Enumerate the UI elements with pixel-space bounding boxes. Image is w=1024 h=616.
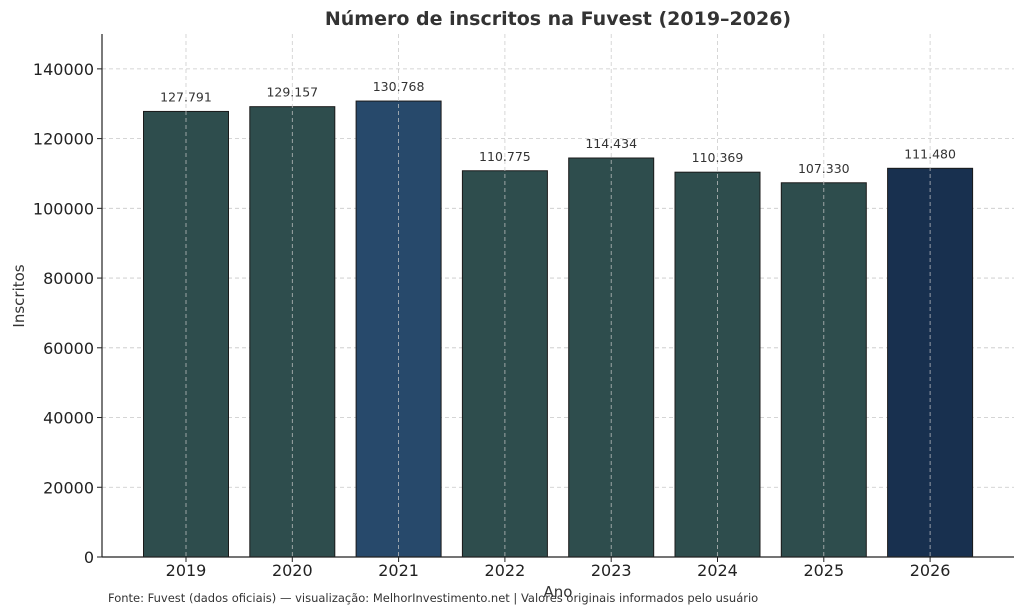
y-tick-label: 40000: [43, 409, 94, 428]
value-label: 107.330: [798, 161, 850, 176]
x-tick-label: 2020: [272, 561, 313, 580]
x-tick-label: 2024: [697, 561, 738, 580]
x-tick-label: 2019: [166, 561, 207, 580]
value-label: 127.791: [160, 89, 212, 104]
x-tick-label: 2023: [591, 561, 632, 580]
value-label: 110.369: [692, 150, 744, 165]
source-note: Fonte: Fuvest (dados oficiais) — visuali…: [108, 591, 759, 605]
y-tick-label: 100000: [33, 199, 94, 218]
x-tick-label: 2025: [803, 561, 844, 580]
x-tick-label: 2026: [910, 561, 951, 580]
y-tick-label: 60000: [43, 339, 94, 358]
x-axis-label: Ano: [544, 583, 573, 601]
value-label: 114.434: [585, 136, 637, 151]
y-tick-label: 80000: [43, 269, 94, 288]
y-tick-label: 120000: [33, 130, 94, 149]
value-label: 130.768: [373, 79, 425, 94]
chart-title: Número de inscritos na Fuvest (2019–2026…: [325, 8, 791, 30]
value-label: 110.775: [479, 149, 531, 164]
y-tick-label: 0: [84, 548, 94, 567]
axes-layer: [101, 34, 1014, 558]
x-tick-label: 2021: [378, 561, 419, 580]
y-tick-label: 140000: [33, 60, 94, 79]
value-label: 129.157: [266, 85, 318, 100]
grid-layer: [102, 68, 1014, 488]
ticks-layer: 0 20000 40000 60000 80000 100000 120000 140000 2…: [33, 60, 951, 580]
x-tick-label: 2022: [485, 561, 526, 580]
value-labels-layer: 127.791 129.157 130.768 110.775 114.434 110.3…: [160, 79, 956, 176]
value-label: 111.480: [904, 146, 956, 161]
y-axis-label: Inscritos: [10, 264, 28, 327]
y-tick-label: 20000: [43, 478, 94, 497]
vertical-grid-layer: [185, 34, 931, 557]
